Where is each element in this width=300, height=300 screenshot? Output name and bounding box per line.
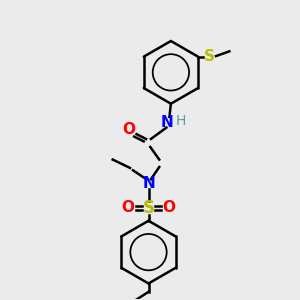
Text: O: O	[122, 122, 135, 137]
Text: S: S	[142, 199, 154, 217]
Text: N: N	[142, 176, 155, 191]
Text: O: O	[122, 200, 135, 215]
Text: N: N	[160, 115, 173, 130]
Text: S: S	[204, 49, 215, 64]
Text: O: O	[162, 200, 175, 215]
Text: H: H	[176, 114, 186, 128]
